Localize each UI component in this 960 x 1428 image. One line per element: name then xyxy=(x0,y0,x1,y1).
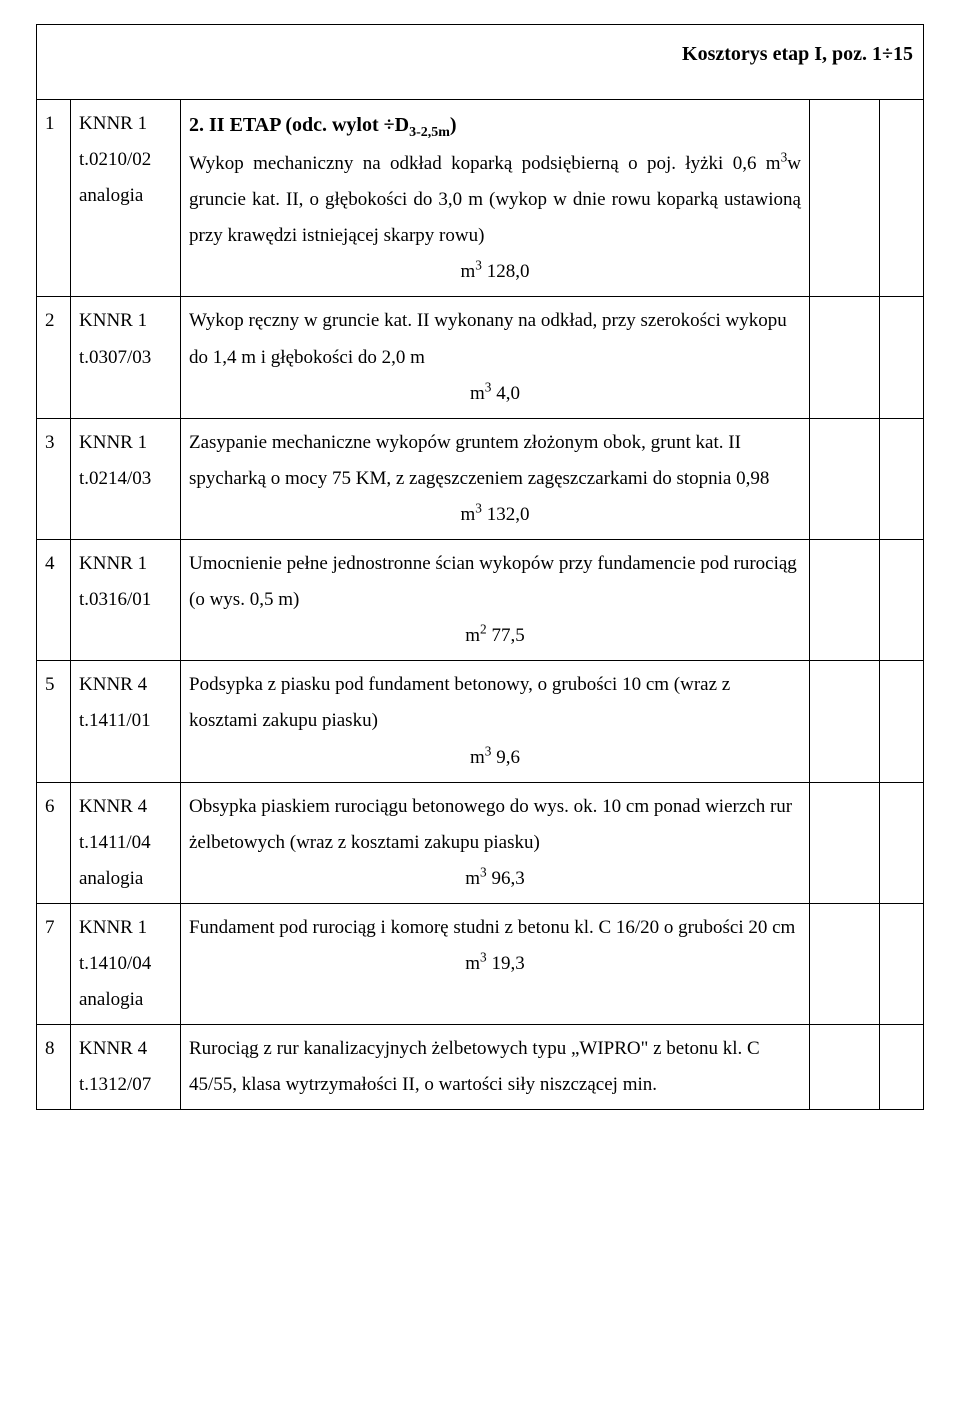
empty-cell xyxy=(809,1025,879,1110)
row-code: KNNR 1t.0316/01 xyxy=(71,540,181,661)
row-number: 4 xyxy=(37,540,71,661)
empty-cell xyxy=(809,297,879,418)
page: Kosztorys etap I, poz. 1÷15 1KNNR 1t.021… xyxy=(0,0,960,1150)
empty-cell xyxy=(879,297,923,418)
code-line: t.0214/03 xyxy=(79,461,172,497)
description-text: Zasypanie mechaniczne wykopów gruntem zł… xyxy=(189,425,801,497)
code-line: KNNR 1 xyxy=(79,303,172,339)
description-text: Wykop mechaniczny na odkład koparką pods… xyxy=(189,146,801,254)
cost-estimate-table: Kosztorys etap I, poz. 1÷15 1KNNR 1t.021… xyxy=(36,24,924,1110)
row-code: KNNR 1t.0210/02analogia xyxy=(71,100,181,297)
empty-cell xyxy=(879,661,923,782)
description-text: Obsypka piaskiem rurociągu betonowego do… xyxy=(189,789,801,861)
code-line: t.1411/04 xyxy=(79,825,172,861)
code-line: KNNR 4 xyxy=(79,789,172,825)
empty-cell xyxy=(809,418,879,539)
row-description: Rurociąg z rur kanalizacyjnych żelbetowy… xyxy=(181,1025,810,1110)
row-description: Obsypka piaskiem rurociągu betonowego do… xyxy=(181,782,810,903)
table-row: 1KNNR 1t.0210/02analogia 2. II ETAP (odc… xyxy=(37,100,924,297)
code-line: analogia xyxy=(79,178,172,214)
code-line: t.0316/01 xyxy=(79,582,172,618)
table-row: 2KNNR 1t.0307/03Wykop ręczny w gruncie k… xyxy=(37,297,924,418)
empty-cell xyxy=(879,782,923,903)
quantity: m3 128,0 xyxy=(189,254,801,290)
code-line: analogia xyxy=(79,982,172,1018)
quantity: m3 132,0 xyxy=(189,497,801,533)
description-text: Umocnienie pełne jednostronne ścian wyko… xyxy=(189,546,801,618)
quantity: m3 96,3 xyxy=(189,861,801,897)
empty-cell xyxy=(879,100,923,297)
description-text: Fundament pod rurociąg i komorę studni z… xyxy=(189,910,801,946)
header-row: Kosztorys etap I, poz. 1÷15 xyxy=(37,25,924,100)
row-number: 7 xyxy=(37,903,71,1024)
row-number: 5 xyxy=(37,661,71,782)
row-number: 2 xyxy=(37,297,71,418)
row-number: 8 xyxy=(37,1025,71,1110)
code-line: KNNR 4 xyxy=(79,667,172,703)
code-line: KNNR 1 xyxy=(79,106,172,142)
row-code: KNNR 1t.0214/03 xyxy=(71,418,181,539)
row-number: 1 xyxy=(37,100,71,297)
section-title: 2. II ETAP (odc. wylot ÷D3-2,5m) xyxy=(189,114,457,140)
table-row: 7KNNR 1t.1410/04analogiaFundament pod ru… xyxy=(37,903,924,1024)
superscript: 2 xyxy=(480,622,487,637)
row-description: 2. II ETAP (odc. wylot ÷D3-2,5m) Wykop m… xyxy=(181,100,810,297)
page-title: Kosztorys etap I, poz. 1÷15 xyxy=(37,25,924,100)
code-line: KNNR 1 xyxy=(79,910,172,946)
quantity: m3 9,6 xyxy=(189,740,801,776)
superscript: 3 xyxy=(485,379,492,394)
superscript: 3 xyxy=(480,864,487,879)
empty-cell xyxy=(809,782,879,903)
row-number: 3 xyxy=(37,418,71,539)
table-row: 4KNNR 1t.0316/01Umocnienie pełne jednost… xyxy=(37,540,924,661)
empty-cell xyxy=(879,903,923,1024)
code-line: KNNR 1 xyxy=(79,425,172,461)
section-title-suffix: ) xyxy=(450,114,457,136)
code-line: t.0307/03 xyxy=(79,340,172,376)
row-code: KNNR 1t.1410/04analogia xyxy=(71,903,181,1024)
row-number: 6 xyxy=(37,782,71,903)
code-line: t.1411/01 xyxy=(79,703,172,739)
row-code: KNNR 4t.1411/04analogia xyxy=(71,782,181,903)
empty-cell xyxy=(809,903,879,1024)
row-description: Fundament pod rurociąg i komorę studni z… xyxy=(181,903,810,1024)
row-description: Umocnienie pełne jednostronne ścian wyko… xyxy=(181,540,810,661)
superscript: 3 xyxy=(781,150,788,165)
row-description: Podsypka z piasku pod fundament betonowy… xyxy=(181,661,810,782)
quantity: m2 77,5 xyxy=(189,618,801,654)
row-code: KNNR 4t.1312/07 xyxy=(71,1025,181,1110)
empty-cell xyxy=(879,418,923,539)
code-line: t.1312/07 xyxy=(79,1067,172,1103)
empty-cell xyxy=(809,661,879,782)
superscript: 3 xyxy=(475,258,482,273)
row-code: KNNR 4t.1411/01 xyxy=(71,661,181,782)
quantity: m3 19,3 xyxy=(189,946,801,982)
description-text: Rurociąg z rur kanalizacyjnych żelbetowy… xyxy=(189,1031,801,1103)
description-text: Podsypka z piasku pod fundament betonowy… xyxy=(189,667,801,739)
section-title-prefix: 2. II ETAP (odc. wylot ÷D xyxy=(189,114,409,136)
row-description: Zasypanie mechaniczne wykopów gruntem zł… xyxy=(181,418,810,539)
quantity: m3 4,0 xyxy=(189,376,801,412)
table-row: 3KNNR 1t.0214/03Zasypanie mechaniczne wy… xyxy=(37,418,924,539)
empty-cell xyxy=(809,100,879,297)
code-line: KNNR 1 xyxy=(79,546,172,582)
empty-cell xyxy=(879,1025,923,1110)
table-row: 6KNNR 4t.1411/04analogiaObsypka piaskiem… xyxy=(37,782,924,903)
code-line: KNNR 4 xyxy=(79,1031,172,1067)
superscript: 3 xyxy=(480,950,487,965)
code-line: t.0210/02 xyxy=(79,142,172,178)
superscript: 3 xyxy=(485,743,492,758)
row-code: KNNR 1t.0307/03 xyxy=(71,297,181,418)
table-row: 8KNNR 4t.1312/07Rurociąg z rur kanalizac… xyxy=(37,1025,924,1110)
code-line: t.1410/04 xyxy=(79,946,172,982)
table-row: 5KNNR 4t.1411/01Podsypka z piasku pod fu… xyxy=(37,661,924,782)
empty-cell xyxy=(879,540,923,661)
row-description: Wykop ręczny w gruncie kat. II wykonany … xyxy=(181,297,810,418)
code-line: analogia xyxy=(79,861,172,897)
empty-cell xyxy=(809,540,879,661)
section-title-sub: 3-2,5m xyxy=(409,125,450,140)
superscript: 3 xyxy=(475,501,482,516)
description-text: Wykop ręczny w gruncie kat. II wykonany … xyxy=(189,303,801,375)
